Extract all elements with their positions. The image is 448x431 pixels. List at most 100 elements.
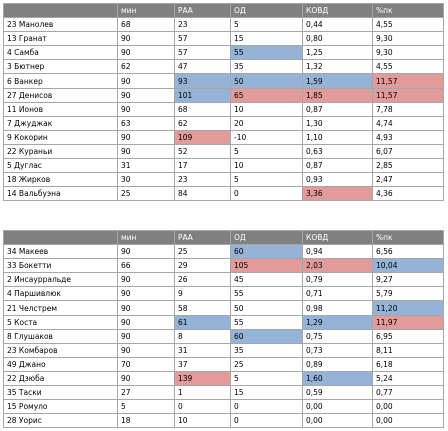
- data-row: 13 Гранат 90 57 15 0,80 9,30: [3, 31, 444, 47]
- value-cell: 0,00: [302, 399, 373, 415]
- value-cell: 61: [174, 314, 231, 330]
- value-cell: 60: [230, 328, 303, 344]
- value-cell: 4,93: [372, 129, 444, 145]
- header-cell: [3, 229, 118, 246]
- player-cell: 33 Бокетти: [3, 258, 118, 274]
- value-cell: 105: [230, 258, 303, 274]
- value-cell: 18: [117, 413, 175, 429]
- value-cell: 0,00: [372, 399, 444, 415]
- value-cell: 63: [117, 115, 175, 131]
- value-cell: 90: [117, 129, 175, 145]
- header-cell: ОД: [230, 2, 303, 19]
- value-cell: 90: [117, 31, 175, 47]
- value-cell: 5: [230, 143, 303, 160]
- data-row: 27 Денисов 90 101 65 1,85 11,57: [3, 87, 444, 103]
- value-cell: 8: [174, 328, 231, 344]
- player-cell: 21 Челстрем: [3, 300, 118, 316]
- player-cell: 5 Дуглас: [3, 158, 118, 174]
- value-cell: 5: [230, 17, 303, 33]
- value-cell: 20: [230, 115, 303, 131]
- value-cell: 0,87: [302, 158, 373, 174]
- value-cell: 62: [174, 115, 231, 131]
- header-cell: ОД: [230, 229, 303, 246]
- value-cell: 8,11: [372, 342, 444, 358]
- value-cell: 1: [174, 385, 231, 401]
- data-row: 6 Ванкер 90 93 50 1,59 11,57: [3, 73, 444, 89]
- value-cell: 90: [117, 342, 175, 358]
- value-cell: 0,94: [302, 244, 373, 260]
- player-cell: 23 Манолев: [3, 17, 118, 33]
- data-row: 23 Комбаров 90 31 35 0,73 8,11: [3, 342, 444, 358]
- player-cell: 4 Паршивлюк: [3, 286, 118, 302]
- value-cell: 15: [230, 31, 303, 47]
- value-cell: 0,71: [302, 286, 373, 302]
- value-cell: 0,00: [302, 413, 373, 429]
- value-cell: 90: [117, 73, 175, 89]
- value-cell: 0,44: [302, 17, 373, 33]
- data-row: 9 Кокорин 90 109 -10 1,10 4,93: [3, 129, 444, 145]
- value-cell: 57: [174, 45, 231, 61]
- data-row: 21 Челстрем 90 58 50 0,98 11,20: [3, 300, 444, 316]
- value-cell: 26: [174, 272, 231, 288]
- value-cell: 90: [117, 101, 175, 117]
- value-cell: 4,55: [372, 59, 444, 75]
- data-row: 49 Джано 70 37 25 0,89 6,18: [3, 356, 444, 372]
- value-cell: 0: [174, 399, 231, 415]
- data-row: 23 Манолев 68 23 5 0,44 4,55: [3, 17, 444, 33]
- player-cell: 7 Джуджак: [3, 115, 118, 131]
- data-row: 3 Бютнер 62 47 35 1,32 4,55: [3, 59, 444, 75]
- value-cell: 1,30: [302, 115, 373, 131]
- player-cell: 15 Ромуло: [3, 399, 118, 415]
- data-row: 14 Вальбуэна 25 84 0 3,36 4,36: [3, 186, 444, 202]
- value-cell: 0,75: [302, 328, 373, 344]
- header-cell: РАА: [174, 229, 231, 246]
- player-cell: 22 Дзюба: [3, 370, 118, 387]
- value-cell: 0,73: [302, 342, 373, 358]
- player-cell: 11 Ионов: [3, 101, 118, 117]
- value-cell: 90: [117, 314, 175, 330]
- value-cell: 139: [174, 370, 231, 387]
- player-cell: 28 Уорис: [3, 413, 118, 429]
- value-cell: 55: [230, 314, 303, 330]
- value-cell: 10: [230, 158, 303, 174]
- data-row: 7 Джуджак 63 62 20 1,30 4,74: [3, 115, 444, 131]
- value-cell: 68: [117, 17, 175, 33]
- data-row: 33 Бокетти 66 29 105 2,03 10,04: [3, 258, 444, 274]
- value-cell: 7,78: [372, 101, 444, 117]
- value-cell: 50: [230, 73, 303, 89]
- value-cell: 47: [174, 59, 231, 75]
- value-cell: 0: [230, 413, 303, 429]
- data-row: 18 Жирков 30 23 5 0,93 2,47: [3, 172, 444, 188]
- value-cell: 5,24: [372, 370, 444, 387]
- data-row: 8 Глушаков 90 8 60 0,75 6,95: [3, 328, 444, 344]
- value-cell: 6,95: [372, 328, 444, 344]
- value-cell: 1,29: [302, 314, 373, 330]
- value-cell: 58: [174, 300, 231, 316]
- value-cell: 1,60: [302, 370, 373, 387]
- header-cell: КОВД: [302, 2, 373, 19]
- value-cell: 0,80: [302, 31, 373, 47]
- value-cell: 68: [174, 101, 231, 117]
- header-cell: КОВД: [302, 229, 373, 246]
- data-row: 35 Таски 27 1 15 0,59 0,77: [3, 385, 444, 401]
- stats-table: мин РАА ОД КОВД %пк 34 Макеев 90 25 60 0,94 6,56 33…: [3, 229, 444, 429]
- value-cell: 62: [117, 59, 175, 75]
- value-cell: 0,79: [302, 272, 373, 288]
- value-cell: 1,10: [302, 129, 373, 145]
- value-cell: 5,79: [372, 286, 444, 302]
- value-cell: 0,00: [372, 413, 444, 429]
- value-cell: 5: [230, 370, 303, 387]
- value-cell: 6,07: [372, 143, 444, 160]
- value-cell: 1,32: [302, 59, 373, 75]
- value-cell: 1,59: [302, 73, 373, 89]
- data-row: 2 Инсаурральде 90 26 45 0,79 9,27: [3, 272, 444, 288]
- value-cell: 65: [230, 87, 303, 103]
- value-cell: 11,97: [372, 314, 444, 330]
- value-cell: 15: [230, 385, 303, 401]
- player-cell: 3 Бютнер: [3, 59, 118, 75]
- value-cell: 11,20: [372, 300, 444, 316]
- value-cell: 6,56: [372, 244, 444, 260]
- value-cell: 25: [117, 186, 175, 202]
- player-cell: 27 Денисов: [3, 87, 118, 103]
